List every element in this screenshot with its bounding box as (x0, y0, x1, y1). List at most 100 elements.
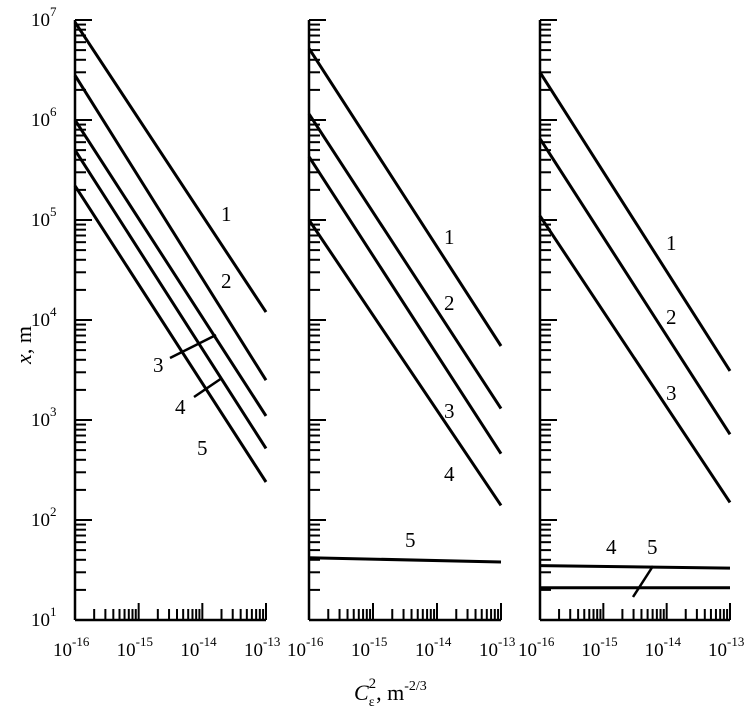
y-axis-unit: , m (11, 326, 36, 354)
curve-label-2: 2 (221, 269, 232, 293)
y-tick-exp: 6 (50, 104, 57, 119)
y-tick-label: 107 (31, 4, 57, 31)
y-axis-title: x, m (11, 326, 36, 365)
x-tick-exp: -14 (199, 634, 217, 649)
x-tick-base: 10 (244, 640, 263, 661)
x-tick-label: 10-16 (53, 634, 90, 661)
x-tick-label: 10-15 (117, 634, 153, 661)
panel-1-labels: 1 2 3 4 5 (153, 202, 232, 460)
x-tick-exp: -16 (537, 634, 555, 649)
x-tick-label: 10-14 (645, 634, 682, 661)
x-tick-label: 10-13 (708, 634, 744, 661)
panels (73, 19, 732, 622)
y-tick-base: 10 (31, 510, 50, 531)
panel-3 (538, 19, 732, 622)
curve-label-4: 4 (444, 462, 455, 486)
curve-label-4: 4 (606, 535, 617, 559)
x-tick-base: 10 (708, 640, 727, 661)
series-line-3 (73, 119, 268, 417)
x-axis-unit: , m (376, 680, 404, 705)
x-tick-exp: -16 (72, 634, 90, 649)
x-tick-base: 10 (518, 640, 537, 661)
curve-label-3: 3 (153, 353, 164, 377)
x-axis-var-sub: ε (369, 695, 375, 710)
series-line-1 (73, 21, 268, 313)
y-tick-base: 10 (31, 210, 50, 231)
x-tick-exp: -15 (136, 634, 153, 649)
curve-label-1: 1 (666, 231, 677, 255)
x-tick-exp: -15 (600, 634, 617, 649)
x-tick-base: 10 (53, 640, 72, 661)
y-tick-label: 102 (31, 504, 57, 531)
y-axis-var: x (11, 354, 36, 365)
x-tick-label: 10-15 (581, 634, 617, 661)
curve-label-3: 3 (666, 381, 677, 405)
x-tick-exp: -13 (263, 634, 280, 649)
x-tick-base: 10 (117, 640, 136, 661)
y-tick-base: 10 (31, 10, 50, 31)
series-line-4 (539, 564, 731, 570)
y-tick-base: 10 (31, 110, 50, 131)
y-tick-exp: 1 (50, 604, 57, 619)
y-tick-label: 101 (31, 604, 57, 631)
x-tick-label: 10-13 (479, 634, 515, 661)
curve-label-1: 1 (221, 202, 232, 226)
series-line-3 (307, 155, 503, 455)
x-tick-base: 10 (351, 640, 370, 661)
curve-label-4: 4 (175, 395, 186, 419)
y-tick-base: 10 (31, 310, 50, 331)
y-tick-label: 106 (31, 104, 57, 131)
x-tick-base: 10 (479, 640, 498, 661)
y-tick-exp: 2 (50, 504, 57, 519)
x-tick-base: 10 (180, 640, 199, 661)
x-tick-base: 10 (645, 640, 664, 661)
y-tick-label: 104 (31, 304, 57, 331)
curve-label-5: 5 (197, 436, 208, 460)
y-tick-exp: 5 (50, 204, 57, 219)
curve-label-1: 1 (444, 225, 455, 249)
x-tick-label: 10-16 (518, 634, 555, 661)
series-line-3 (538, 215, 732, 504)
x-tick-base: 10 (287, 640, 306, 661)
x-tick-base: 10 (581, 640, 600, 661)
panel-2 (307, 19, 503, 622)
y-tick-base: 10 (31, 610, 50, 631)
series-line-1 (307, 47, 503, 347)
curve-label-5: 5 (405, 528, 416, 552)
x-axis-title: Cε 2, m-2/3 (354, 676, 427, 710)
curve-label-5: 5 (647, 535, 658, 559)
x-tick-label: 10-15 (351, 634, 387, 661)
x-tick-exp: -14 (664, 634, 682, 649)
y-tick-exp: 4 (50, 304, 57, 319)
x-tick-exp: -16 (306, 634, 324, 649)
x-axis-var: C (354, 680, 369, 705)
series-line-4 (73, 149, 268, 450)
curve-4-pointer (193, 376, 223, 399)
y-tick-label: 103 (31, 404, 57, 431)
x-axis-var-sup: 2 (369, 676, 377, 692)
x-tick-exp: -15 (370, 634, 387, 649)
curve-label-2: 2 (666, 305, 677, 329)
y-tick-base: 10 (31, 410, 50, 431)
curve-label-2: 2 (444, 291, 455, 315)
curve-5-pointer (631, 565, 655, 598)
curve-label-3: 3 (444, 399, 455, 423)
x-tick-label: 10-13 (244, 634, 280, 661)
x-tick-label: 10-14 (180, 634, 217, 661)
y-tick-label: 105 (31, 204, 57, 231)
x-tick-label: 10-14 (415, 634, 452, 661)
x-tick-labels: 10-16 10-15 10-14 10-13 10-16 10-15 10-14 10-13… (53, 634, 744, 661)
panel-2-labels: 1 2 3 4 5 (405, 225, 455, 552)
series-line-5 (73, 184, 268, 483)
x-tick-label: 10-16 (287, 634, 324, 661)
x-tick-exp: -13 (727, 634, 744, 649)
y-tick-exp: 7 (50, 4, 57, 19)
series-line-5 (308, 556, 502, 564)
series-line-2 (538, 137, 732, 436)
panel-3-labels: 1 2 3 4 5 (606, 231, 677, 598)
panel-1 (73, 19, 268, 622)
x-tick-exp: -14 (434, 634, 452, 649)
series-line-1 (538, 71, 732, 372)
